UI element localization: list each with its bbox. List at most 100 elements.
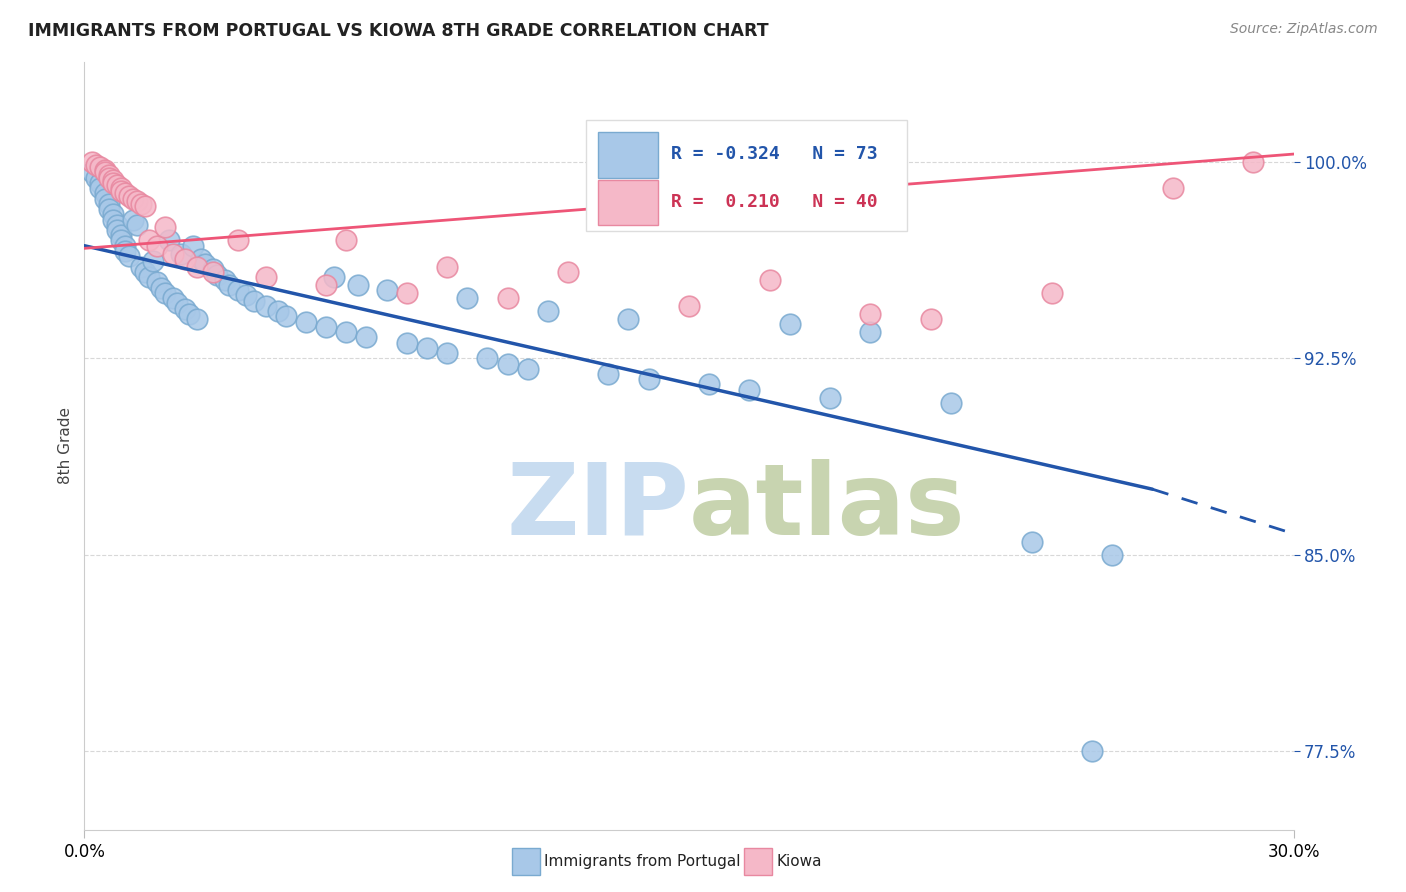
Point: [170, 246, 193, 260]
Point: [859, 325, 882, 339]
Text: R =  0.210   N = 40: R = 0.210 N = 40: [671, 193, 877, 211]
Point: [395, 335, 418, 350]
Point: [93, 162, 115, 177]
Point: [779, 318, 801, 332]
Point: [194, 257, 217, 271]
Point: [153, 220, 176, 235]
Point: [129, 260, 152, 274]
Point: [101, 207, 124, 221]
Point: [347, 277, 370, 292]
Point: [129, 196, 152, 211]
Point: [537, 304, 560, 318]
Point: [138, 234, 160, 248]
Point: [146, 276, 169, 290]
Point: [186, 260, 208, 274]
Point: [274, 310, 297, 324]
Text: Immigrants from Portugal: Immigrants from Portugal: [544, 855, 741, 869]
Point: [818, 391, 841, 405]
Point: [254, 299, 277, 313]
Point: [89, 160, 111, 174]
Point: [295, 315, 318, 329]
Point: [110, 234, 132, 248]
Point: [101, 212, 124, 227]
Text: Source: ZipAtlas.com: Source: ZipAtlas.com: [1230, 22, 1378, 37]
Point: [97, 196, 120, 211]
Point: [101, 176, 124, 190]
Point: [395, 285, 418, 300]
Text: Kiowa: Kiowa: [776, 855, 821, 869]
Point: [118, 249, 141, 263]
Text: atlas: atlas: [689, 458, 966, 556]
Point: [174, 252, 197, 266]
Point: [214, 273, 236, 287]
Point: [121, 192, 143, 206]
Point: [477, 351, 499, 366]
Point: [153, 285, 176, 300]
Point: [114, 244, 136, 258]
Text: R = -0.324   N = 73: R = -0.324 N = 73: [671, 145, 877, 163]
Point: [110, 181, 132, 195]
Point: [1241, 155, 1264, 169]
Point: [496, 357, 519, 371]
Point: [315, 277, 337, 292]
Point: [149, 280, 172, 294]
Point: [254, 270, 277, 285]
Point: [697, 377, 720, 392]
Point: [1101, 548, 1123, 562]
Point: [166, 296, 188, 310]
Point: [1161, 181, 1184, 195]
Point: [617, 312, 640, 326]
Point: [97, 168, 120, 182]
Point: [89, 181, 111, 195]
Point: [859, 307, 882, 321]
Point: [207, 268, 229, 282]
Point: [82, 155, 104, 169]
Point: [202, 265, 225, 279]
Point: [179, 307, 201, 321]
Point: [456, 291, 478, 305]
Point: [516, 361, 538, 376]
Point: [110, 228, 132, 243]
Point: [226, 234, 249, 248]
Point: [637, 372, 659, 386]
Point: [758, 273, 780, 287]
Point: [436, 346, 458, 360]
FancyBboxPatch shape: [599, 132, 658, 178]
Point: [114, 238, 136, 252]
Point: [1040, 285, 1063, 300]
Point: [105, 218, 128, 232]
Point: [134, 199, 156, 213]
Point: [939, 396, 962, 410]
Point: [162, 246, 184, 260]
Point: [105, 178, 128, 193]
Point: [218, 277, 240, 292]
Point: [375, 283, 398, 297]
Point: [118, 189, 141, 203]
Point: [142, 254, 165, 268]
Point: [89, 176, 111, 190]
Point: [97, 170, 120, 185]
Point: [436, 260, 458, 274]
Point: [356, 330, 378, 344]
Point: [335, 325, 357, 339]
Point: [121, 212, 143, 227]
Point: [162, 291, 184, 305]
Point: [190, 252, 212, 266]
Point: [93, 192, 115, 206]
Point: [146, 238, 169, 252]
Y-axis label: 8th Grade: 8th Grade: [58, 408, 73, 484]
Point: [738, 383, 761, 397]
Point: [226, 283, 249, 297]
Point: [82, 165, 104, 179]
Point: [86, 157, 108, 171]
Point: [101, 173, 124, 187]
Point: [125, 194, 148, 209]
Point: [181, 238, 204, 252]
Point: [202, 262, 225, 277]
Point: [315, 319, 337, 334]
Point: [174, 301, 197, 316]
Point: [242, 293, 264, 308]
Point: [138, 270, 160, 285]
Point: [105, 223, 128, 237]
Point: [93, 165, 115, 179]
